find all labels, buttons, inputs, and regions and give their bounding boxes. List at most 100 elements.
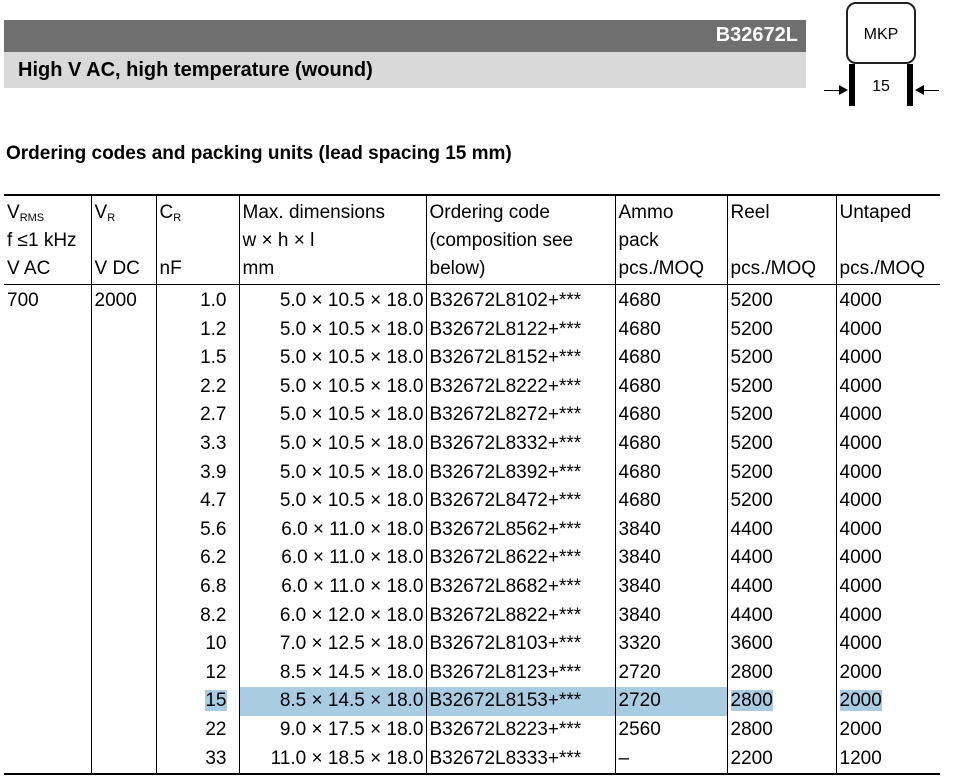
table-row: 6.8 6.0 × 11.0 × 18.0 B32672L8682+*** 3840 4… [4,572,940,602]
table-row: 5.6 6.0 × 11.0 × 18.0 B32672L8562+*** 3840 4… [4,515,940,545]
cell-dims: 5.0 × 10.5 × 18.0 [238,487,426,516]
header-row-1: VRMS VR CR Max. dimensions Ordering code… [4,194,940,227]
cell-ammo: 4680 [614,487,727,516]
cell-cr-text: 15 [205,690,227,712]
cell-ordering-code: B32672L8222+*** [425,372,615,402]
cell-vr [90,458,156,488]
cell-ordering-code: B32672L8472+*** [425,487,615,516]
subtitle-bar: High V AC, high temperature (wound) [4,52,806,88]
cell-cr: 22 [155,715,239,745]
cell-untaped: 4000 [835,601,940,631]
cell-reel: 2200 [726,744,836,776]
cell-vrms [4,630,91,659]
cell-ordering-code: B32672L8103+*** [425,630,615,659]
capacitor-body: MKP [846,2,916,64]
cell-vr [90,372,156,402]
cell-vr [90,630,156,659]
title-bar: B32672L [4,20,806,52]
cell-vrms [4,430,91,459]
header-reel: Reel [726,194,836,227]
cell-untaped: 4000 [835,515,940,545]
cell-ordering-code: B32672L8153+*** [425,687,615,716]
cell-dims: 8.5 × 14.5 × 18.0 [238,687,426,716]
cell-ordering-code: B32672L8562+*** [425,515,615,545]
cell-cr: 6.8 [155,572,239,602]
lead-left [849,64,855,106]
table-row: 1.5 5.0 × 10.5 × 18.0 B32672L8152+*** 4680 5… [4,344,940,373]
cell-cr: 3.9 [155,458,239,488]
cell-vr [90,572,156,602]
table-row: 4.7 5.0 × 10.5 × 18.0 B32672L8472+*** 4680 5… [4,487,940,516]
cell-vr [90,315,156,345]
cell-reel: 5200 [726,344,836,373]
table-row: 6.2 6.0 × 11.0 × 18.0 B32672L8622+*** 3840 4… [4,544,940,573]
cell-dims: 7.0 × 12.5 × 18.0 [238,630,426,659]
unit-untaped: pcs./MOQ [835,255,940,285]
cell-reel: 3600 [726,630,836,659]
cell-cr: 2.7 [155,401,239,430]
cell-untaped: 4000 [835,284,940,316]
cell-reel: 4400 [726,544,836,573]
header-dims-axes: w × h × l [238,227,426,255]
cell-vr [90,401,156,430]
cell-cr: 1.2 [155,315,239,345]
table-row: 15 8.5 × 14.5 × 18.0 B32672L8153+*** 2720 28… [4,687,940,716]
cell-cr: 3.3 [155,429,239,459]
cell-ordering-code: B32672L8123+*** [425,658,615,688]
cell-ammo: 3840 [614,572,727,602]
cell-dims: 5.0 × 10.5 × 18.0 [238,284,426,316]
cell-dims: 6.0 × 11.0 × 18.0 [238,572,426,602]
cell-dims: 6.0 × 11.0 × 18.0 [238,515,426,545]
cell-ammo: 3840 [614,515,727,545]
cell-untaped: 4000 [835,344,940,373]
cell-dims: 5.0 × 10.5 × 18.0 [238,401,426,430]
cell-ordering-code: B32672L8223+*** [425,715,615,745]
cell-dims: 5.0 × 10.5 × 18.0 [238,344,426,373]
cell-dims: 8.5 × 14.5 × 18.0 [238,658,426,688]
cell-ordering-code: B32672L8332+*** [425,429,615,459]
cell-reel: 4400 [726,515,836,545]
cell-vr [90,658,156,688]
cell-cr: 5.6 [155,515,239,545]
unit-vdc: V DC [90,255,156,285]
table-row: 1.2 5.0 × 10.5 × 18.0 B32672L8122+*** 4680 5… [4,315,940,345]
cell-reel: 5200 [726,487,836,516]
cell-cr: 12 [155,658,239,688]
cell-reel: 5200 [726,315,836,345]
arrow-left-icon [915,85,939,95]
cell-untaped: 2000 [835,687,940,716]
cell-ammo: 4680 [614,315,727,345]
table-row: 3.9 5.0 × 10.5 × 18.0 B32672L8392+*** 4680 5… [4,458,940,488]
cell-ordering-code: B32672L8622+*** [425,544,615,573]
header-untaped: Untaped [835,194,940,227]
cell-untaped: 1200 [835,744,940,776]
cell-cr: 4.7 [155,487,239,516]
table-row: 2.7 5.0 × 10.5 × 18.0 B32672L8272+*** 4680 5… [4,401,940,430]
cell-vrms [4,659,91,688]
ordering-table: VRMS VR CR Max. dimensions Ordering code… [4,194,940,776]
cell-dims: 9.0 × 17.5 × 18.0 [238,715,426,745]
table-row: 700 2000 1.0 5.0 × 10.5 × 18.0 B32672L8102+*… [4,284,940,316]
table-row: 8.2 6.0 × 12.0 × 18.0 B32672L8822+*** 3840 4… [4,601,940,631]
cell-vr [90,487,156,516]
cell-ammo: 3840 [614,544,727,573]
cell-vrms [4,373,91,402]
cell-ordering-code: B32672L8122+*** [425,315,615,345]
cell-vrms [4,573,91,602]
cell-ordering-code: B32672L8333+*** [425,744,615,776]
cell-reel: 2800 [726,687,836,716]
cell-dims: 5.0 × 10.5 × 18.0 [238,315,426,345]
cell-untaped: 4000 [835,458,940,488]
cell-vrms [4,316,91,345]
cell-ammo: 3320 [614,630,727,659]
capacitor-type-label: MKP [863,26,899,43]
cell-reel: 4400 [726,601,836,631]
header-code-note: (composition see [425,227,615,255]
header-vrms-freq: f ≤1 kHz [7,230,77,251]
header-cr: CR [155,194,239,227]
cell-vr [90,544,156,573]
cell-reel: 2800 [726,715,836,745]
cell-ammo: – [614,744,727,776]
cell-cr: 1.5 [155,344,239,373]
cell-vr [90,715,156,745]
